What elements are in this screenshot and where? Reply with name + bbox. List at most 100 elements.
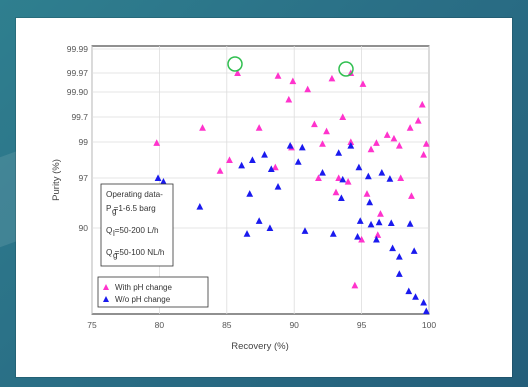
data-point-without-ph-change: [366, 198, 374, 206]
data-point-without-ph-change: [386, 175, 394, 182]
x-tick-label: 85: [222, 320, 232, 330]
data-point-without-ph-change: [160, 177, 167, 185]
data-point-with-ph-change: [414, 116, 422, 124]
data-point-with-ph-change: [390, 134, 398, 142]
data-point-with-ph-change: [373, 139, 380, 146]
info-title: Operating data-: [106, 190, 163, 199]
info-line-liquid-flow: Q =50-200 L/h: [106, 226, 159, 235]
data-point-without-ph-change: [266, 224, 274, 231]
data-point-without-ph-change: [422, 307, 430, 315]
data-point-without-ph-change: [410, 247, 418, 254]
data-point-without-ph-change: [364, 172, 372, 180]
legend: With pH change W/o pH change: [97, 276, 209, 308]
data-point-without-ph-change: [261, 151, 268, 158]
data-point-with-ph-change: [289, 77, 297, 85]
x-tick-label: 95: [357, 320, 367, 330]
data-point-with-ph-change: [226, 156, 233, 163]
data-point-with-ph-change: [347, 138, 355, 145]
data-point-without-ph-change: [405, 287, 413, 295]
data-point-with-ph-change: [358, 235, 365, 243]
data-point-with-ph-change: [377, 210, 384, 217]
data-point-without-ph-change: [339, 175, 347, 183]
data-point-without-ph-change: [367, 220, 375, 228]
data-point-without-ph-change: [294, 158, 302, 165]
data-point-with-ph-change: [319, 140, 326, 147]
highlight-circle-left: [227, 56, 243, 72]
data-point-without-ph-change: [395, 253, 403, 260]
y-axis-label: Purity (%): [51, 159, 62, 201]
data-point-with-ph-change: [408, 192, 415, 199]
data-point-with-ph-change: [374, 231, 382, 238]
data-point-with-ph-change: [339, 113, 347, 120]
data-point-with-ph-change: [420, 151, 428, 158]
data-point-without-ph-change: [319, 169, 326, 176]
data-point-with-ph-change: [216, 167, 224, 174]
data-point-with-ph-change: [422, 140, 430, 147]
data-point-with-ph-change: [395, 142, 403, 149]
legend-label-without-ph-change: W/o pH change: [115, 295, 171, 304]
data-point-without-ph-change: [286, 142, 294, 149]
data-point-without-ph-change: [373, 235, 380, 243]
data-point-with-ph-change: [397, 174, 405, 181]
data-point-with-ph-change: [323, 127, 330, 135]
data-point-with-ph-change: [328, 74, 336, 82]
x-axis-ticks: 75 80 85 90 95 100: [87, 320, 436, 330]
data-point-with-ph-change: [335, 174, 343, 181]
data-point-without-ph-change: [356, 217, 364, 224]
data-point-without-ph-change: [378, 169, 386, 176]
info-subscript-3: g: [113, 251, 118, 260]
legend-marker-with-ph-change: [103, 284, 109, 290]
data-point-with-ph-change: [274, 72, 282, 79]
data-point-with-ph-change: [406, 124, 414, 131]
data-point-without-ph-change: [406, 220, 414, 227]
data-point-with-ph-change: [315, 174, 322, 181]
highlight-circles: [227, 56, 354, 77]
data-point-without-ph-change: [347, 142, 355, 149]
data-point-without-ph-change: [389, 244, 397, 252]
data-point-without-ph-change: [354, 233, 361, 240]
info-line-pressure: P =1-6.5 barg: [106, 204, 156, 213]
data-point-with-ph-change: [285, 95, 293, 103]
data-point-with-ph-change: [304, 85, 312, 93]
legend-label-with-ph-change: With pH change: [115, 283, 172, 292]
data-point-without-ph-change: [274, 182, 282, 190]
x-axis-label: Recovery (%): [231, 341, 289, 352]
data-point-without-ph-change: [375, 218, 383, 226]
y-tick-label: 99: [79, 137, 89, 147]
data-point-with-ph-change: [255, 124, 263, 131]
data-point-without-ph-change: [395, 270, 403, 277]
y-axis-ticks: 99.99 99.97 99.90 99.7 99 97 90: [67, 44, 89, 233]
data-point-with-ph-change: [418, 100, 426, 108]
data-point-with-ph-change: [332, 188, 340, 196]
x-tick-label: 80: [155, 320, 165, 330]
data-points: [153, 69, 430, 315]
data-point-without-ph-change: [196, 202, 204, 210]
y-tick-label: 97: [79, 173, 89, 183]
data-point-without-ph-change: [298, 143, 306, 151]
data-point-with-ph-change: [367, 145, 375, 153]
data-point-with-ph-change: [351, 281, 359, 289]
plot-area: [91, 45, 430, 315]
info-box: Operating data- P =1-6.5 barg Q =50-200 …: [100, 183, 174, 267]
data-point-without-ph-change: [335, 149, 343, 156]
data-point-without-ph-change: [154, 174, 162, 181]
data-point-with-ph-change: [153, 139, 161, 146]
y-tick-label: 99.90: [67, 87, 89, 97]
data-point-with-ph-change: [359, 80, 367, 87]
x-tick-label: 75: [87, 320, 97, 330]
y-tick-label: 90: [79, 223, 89, 233]
data-point-without-ph-change: [267, 165, 275, 172]
data-point-without-ph-change: [255, 217, 263, 224]
info-subscript-1: g: [112, 207, 117, 216]
data-point-without-ph-change: [387, 219, 395, 226]
legend-marker-without-ph-change: [103, 296, 109, 302]
data-point-with-ph-change: [271, 163, 279, 171]
data-point-with-ph-change: [199, 124, 206, 131]
data-point-with-ph-change: [347, 69, 355, 76]
data-point-with-ph-change: [234, 69, 241, 76]
data-point-without-ph-change: [329, 230, 337, 237]
data-point-with-ph-change: [344, 177, 352, 185]
data-point-without-ph-change: [412, 293, 419, 300]
y-tick-label: 99.97: [67, 68, 89, 78]
